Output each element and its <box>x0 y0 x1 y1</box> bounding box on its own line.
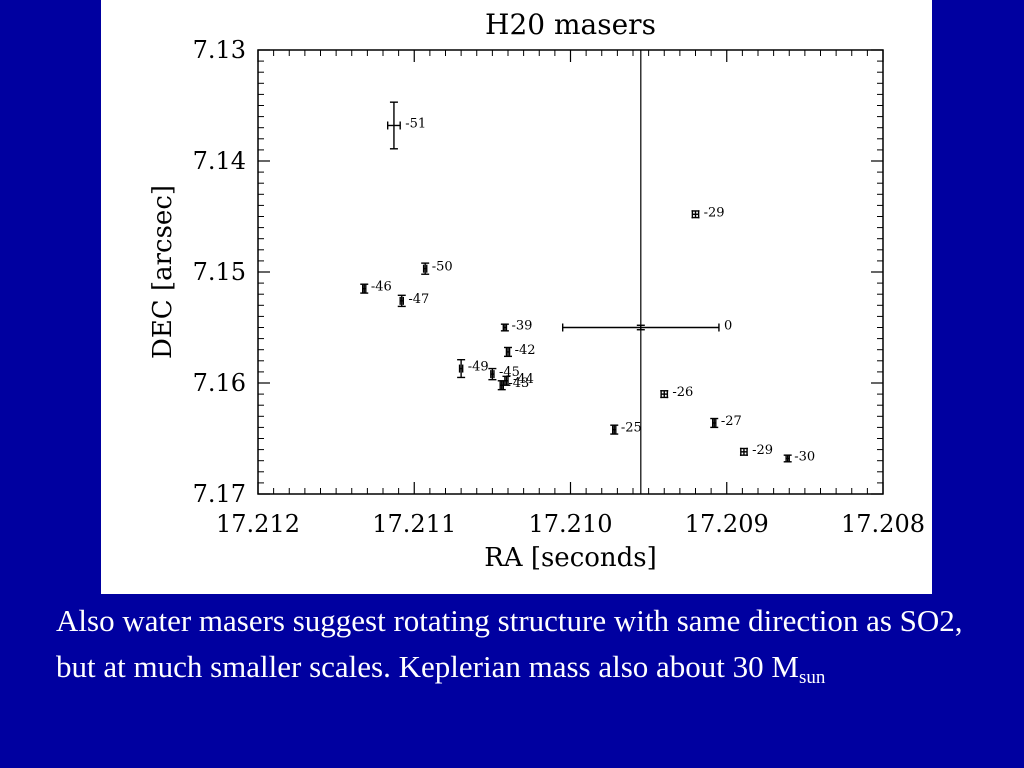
point-label: -43 <box>508 376 529 391</box>
point-label: -26 <box>672 385 693 400</box>
point-label: -46 <box>371 280 392 295</box>
x-tick-label: 17.210 <box>529 510 613 538</box>
maser-point: -30 <box>783 449 815 464</box>
maser-point: -46 <box>360 280 392 295</box>
caption-text: Also water masers suggest rotating struc… <box>56 603 963 684</box>
maser-point: -50 <box>421 260 453 275</box>
point-label: -50 <box>432 260 453 275</box>
point-label: -29 <box>752 443 773 458</box>
point-label: -29 <box>704 205 725 220</box>
x-axis-label: RA [seconds] <box>484 543 657 573</box>
maser-point: -49 <box>457 358 489 379</box>
maser-point: -44 <box>502 372 534 387</box>
point-label: -51 <box>405 116 426 131</box>
x-tick-label: 17.211 <box>372 510 456 538</box>
maser-point: 0 <box>561 319 732 334</box>
maser-point: -42 <box>504 343 536 358</box>
y-axis-label: DEC [arcsec] <box>148 185 178 359</box>
maser-point: -29 <box>739 443 773 458</box>
maser-point: -47 <box>397 292 429 308</box>
point-label: -25 <box>621 421 642 436</box>
point-label: -27 <box>721 414 742 429</box>
maser-point: -29 <box>691 205 725 220</box>
y-tick-label: 7.17 <box>193 480 246 508</box>
point-label: 0 <box>724 319 732 334</box>
point-label: -44 <box>513 372 534 387</box>
maser-point: -27 <box>710 414 742 429</box>
point-label: -39 <box>511 319 532 334</box>
maser-point: -43 <box>497 376 529 391</box>
maser-scatter-chart: H20 masers RA [seconds] DEC [arcsec] 17.212… <box>148 8 925 573</box>
point-label: -49 <box>468 360 489 375</box>
y-tick-label: 7.16 <box>193 369 246 397</box>
x-tick-label: 17.208 <box>841 510 925 538</box>
chart-title: H20 masers <box>485 8 656 41</box>
y-tick-label: 7.14 <box>193 147 246 175</box>
y-tick-label: 7.13 <box>193 36 246 64</box>
x-tick-label: 17.212 <box>216 510 300 538</box>
point-label: -47 <box>408 292 429 307</box>
maser-point: -25 <box>610 421 642 436</box>
plot-frame <box>257 49 884 495</box>
maser-point: -39 <box>500 319 532 334</box>
slide-caption: Also water masers suggest rotating struc… <box>56 598 1006 690</box>
maser-point: -51 <box>386 101 426 150</box>
point-label: -42 <box>515 343 536 358</box>
y-tick-label: 7.15 <box>193 258 246 286</box>
maser-point: -26 <box>660 385 693 400</box>
point-label: -30 <box>794 449 815 464</box>
figure-panel: H20 masers RA [seconds] DEC [arcsec] 17.212… <box>101 0 932 594</box>
x-tick-label: 17.209 <box>685 510 769 538</box>
caption-subscript: sun <box>798 667 826 688</box>
